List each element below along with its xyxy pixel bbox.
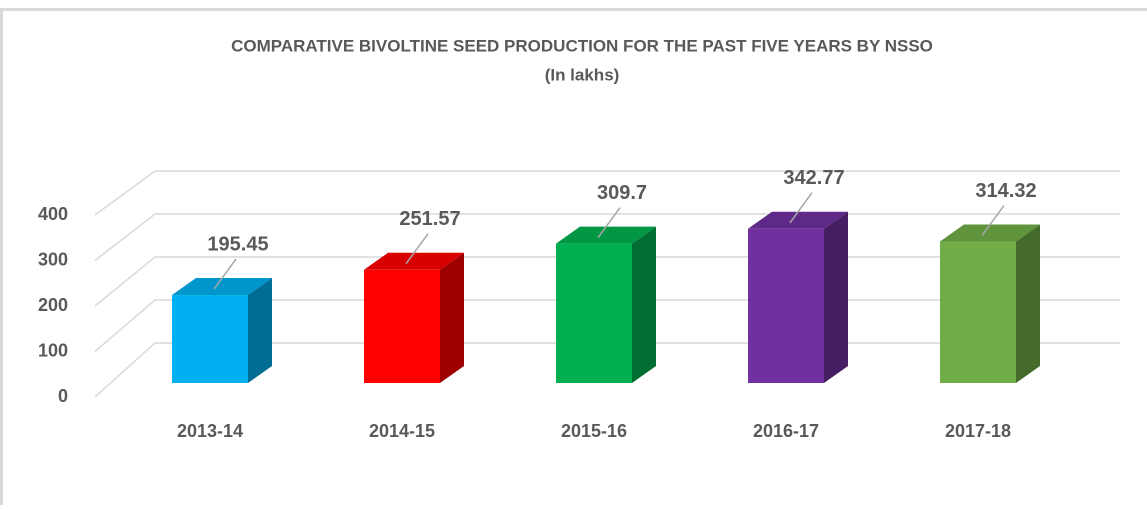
bar (940, 242, 1016, 383)
data-label: 195.45 (207, 233, 268, 255)
chart-title: COMPARATIVE BIVOLTINE SEED PRODUCTION FO… (231, 36, 933, 55)
bar-side (632, 227, 656, 383)
x-tick-label: 2015-16 (561, 421, 627, 441)
data-label: 309.7 (597, 182, 647, 204)
y-tick-label: 0 (58, 386, 68, 406)
y-tick-label: 400 (38, 204, 68, 224)
x-tick-label: 2013-14 (177, 421, 243, 441)
bar (556, 244, 632, 383)
bar (172, 295, 248, 383)
bar-side (440, 253, 464, 383)
y-tick-label: 300 (38, 249, 68, 269)
y-tick-label: 200 (38, 295, 68, 315)
bar (364, 270, 440, 383)
bar-side (824, 212, 848, 383)
x-tick-label: 2017-18 (945, 421, 1011, 441)
chart-subtitle: (In lakhs) (545, 65, 620, 84)
bar (748, 229, 824, 383)
data-label: 251.57 (399, 208, 460, 230)
x-tick-label: 2016-17 (753, 421, 819, 441)
bar-side (1016, 225, 1040, 383)
bar-side (248, 278, 272, 383)
x-tick-label: 2014-15 (369, 421, 435, 441)
data-label: 342.77 (783, 167, 844, 189)
data-label: 314.32 (975, 180, 1036, 202)
y-tick-label: 100 (38, 340, 68, 360)
